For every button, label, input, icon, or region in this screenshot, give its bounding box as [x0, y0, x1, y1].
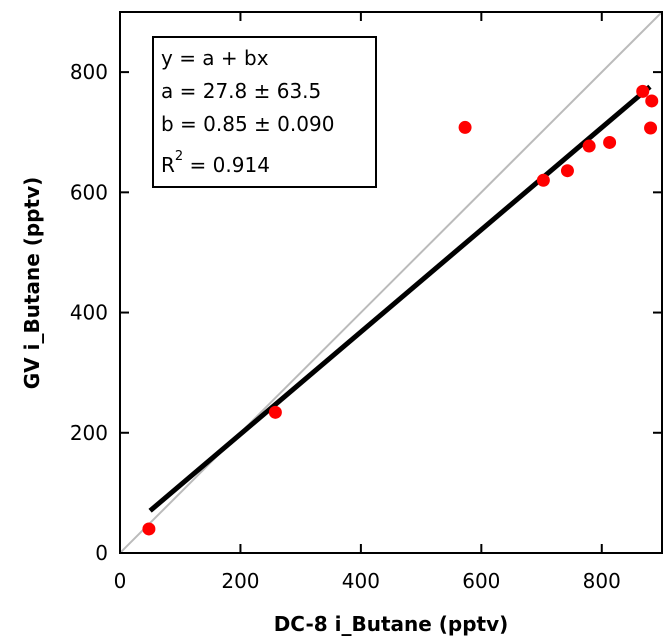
- data-point: [560, 164, 574, 178]
- data-point: [536, 173, 550, 187]
- data-point: [268, 405, 282, 419]
- x-tick-label: 200: [221, 569, 259, 593]
- x-tick-label: 600: [462, 569, 500, 593]
- y-tick-label: 200: [70, 421, 108, 445]
- x-axis-title: DC-8 i_Butane (pptv): [274, 612, 509, 636]
- data-point: [636, 84, 650, 98]
- x-tick-label: 0: [114, 569, 127, 593]
- stats-box: y = a + bx a = 27.8 ± 63.5 b = 0.85 ± 0.…: [152, 36, 377, 188]
- data-point: [645, 94, 659, 108]
- equation-label: y = a + bx: [161, 46, 269, 70]
- x-tick-label: 800: [583, 569, 621, 593]
- y-tick-label: 0: [95, 541, 108, 565]
- stats-box-frame: [152, 36, 377, 188]
- regression-line: [148, 84, 652, 513]
- data-point: [142, 522, 156, 536]
- slope-label: b = 0.85 ± 0.090: [161, 112, 334, 136]
- data-point: [458, 120, 472, 134]
- y-axis-title: GV i_Butane (pptv): [20, 177, 44, 390]
- plot-frame: [119, 11, 663, 554]
- y-tick-label: 600: [70, 180, 108, 204]
- data-point: [582, 139, 596, 153]
- data-point: [644, 121, 658, 135]
- intercept-label: a = 27.8 ± 63.5: [161, 79, 321, 103]
- x-tick-label: 400: [342, 569, 380, 593]
- y-tick-label: 400: [70, 301, 108, 325]
- r-squared-label: R2 = 0.914: [161, 149, 270, 177]
- y-tick-label: 800: [70, 60, 108, 84]
- data-point: [603, 135, 617, 149]
